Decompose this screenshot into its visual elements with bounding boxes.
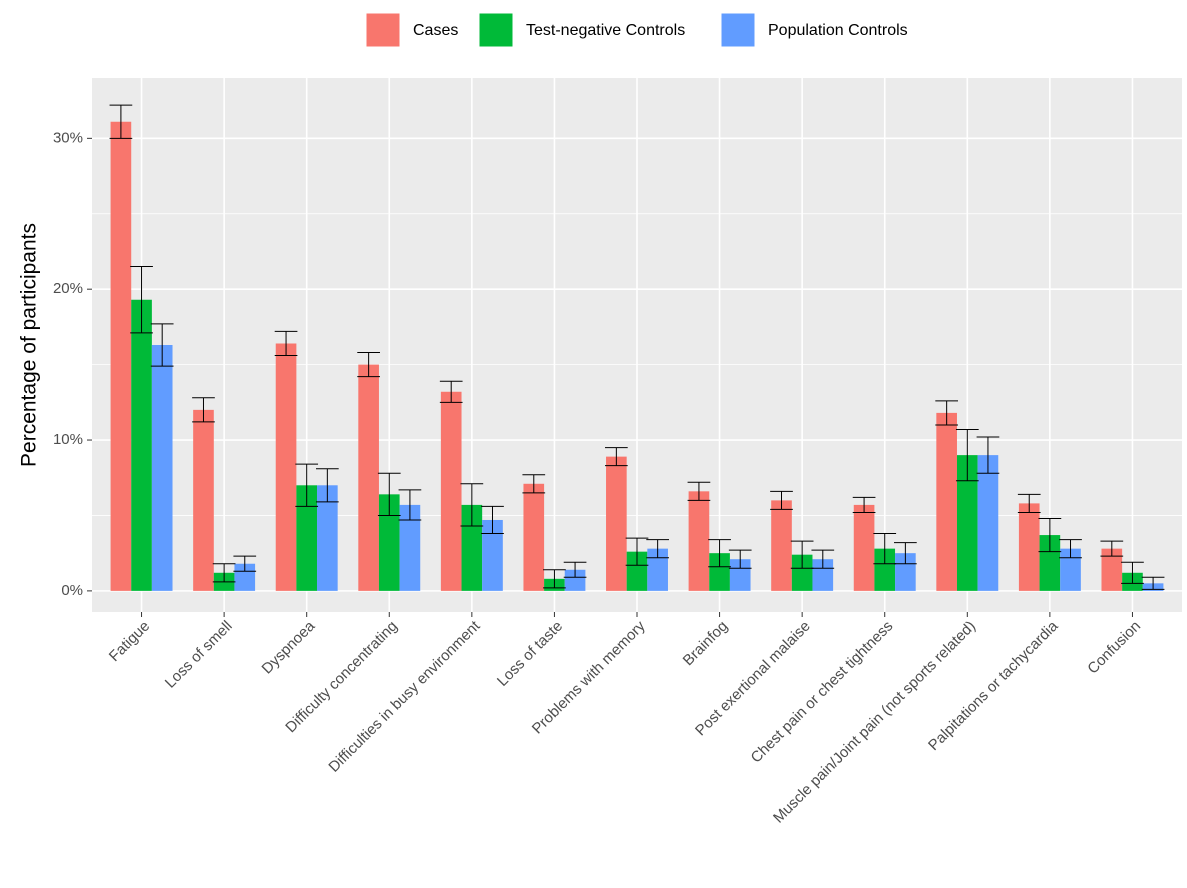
error-bar [377, 472, 401, 516]
legend-label: Test-negative Controls [526, 22, 685, 39]
bar [1018, 503, 1040, 591]
bar [647, 548, 668, 591]
y-tick-label: 20% [53, 280, 83, 297]
y-tick-label: 0% [61, 582, 83, 599]
x-tick-label: Fatigue [106, 618, 153, 665]
error-bar [212, 563, 236, 583]
error-bar [1100, 540, 1124, 557]
bar [606, 456, 627, 591]
bar [440, 391, 462, 591]
bar [812, 559, 834, 591]
x-tick-label: Loss of taste [494, 618, 566, 690]
error-bar [481, 505, 504, 535]
error-bar [192, 397, 215, 423]
error-bar [790, 540, 814, 569]
legend-key [478, 12, 514, 48]
bar [358, 364, 379, 591]
error-bar [439, 380, 463, 403]
bar [234, 563, 256, 591]
x-tick-label: Dyspnoea [259, 617, 319, 677]
bar [317, 485, 338, 591]
error-bar [1059, 539, 1082, 559]
bar [482, 519, 503, 591]
legend-key [365, 12, 401, 48]
x-tick-label: Chest pain or chest tightness [748, 618, 897, 767]
legend-label: Cases [413, 22, 458, 39]
error-bar [811, 549, 835, 569]
bar [791, 554, 813, 591]
error-bar [357, 352, 380, 378]
bar [1039, 535, 1061, 591]
error-bar [109, 104, 133, 139]
bar [936, 412, 957, 591]
error-bar [315, 468, 339, 503]
bar [956, 455, 978, 591]
bar [378, 494, 400, 591]
x-tick-label: Difficulties in busy environment [325, 617, 484, 776]
y-tick-label: 30% [53, 129, 83, 146]
bar [399, 504, 421, 591]
bar [564, 569, 586, 591]
y-axis-title: Percentage of participants [18, 223, 41, 467]
error-bar [1141, 576, 1165, 590]
error-bar [295, 463, 319, 507]
legend-label: Population Controls [768, 22, 908, 39]
error-bar [852, 496, 876, 513]
x-tick-label: Loss of smell [162, 618, 236, 692]
bar [874, 548, 896, 591]
error-bar [543, 569, 566, 589]
bar [895, 553, 916, 591]
error-bar [522, 474, 546, 494]
bar [1101, 548, 1123, 591]
error-bar [274, 330, 298, 357]
error-bar [646, 539, 669, 559]
error-bar [130, 266, 153, 334]
bar [296, 485, 318, 591]
error-bar [563, 561, 587, 578]
error-bar [233, 555, 257, 572]
error-bar [150, 323, 174, 367]
error-bar [460, 483, 484, 527]
bar [977, 455, 999, 591]
error-bar [976, 436, 1000, 474]
error-bar [708, 539, 731, 568]
bar [709, 553, 730, 591]
bar [131, 299, 152, 591]
x-tick-label: Confusion [1084, 618, 1144, 678]
bar [729, 559, 751, 591]
y-tick-label: 10% [53, 431, 83, 448]
bar [1060, 548, 1081, 591]
bar [110, 121, 132, 591]
error-bar [625, 537, 649, 566]
bar [771, 500, 792, 591]
bar [193, 409, 214, 591]
error-bar [687, 481, 711, 501]
error-bar [935, 400, 959, 426]
error-bar [1038, 517, 1062, 553]
error-bar [1121, 561, 1144, 584]
error-bar [398, 489, 422, 521]
bar [626, 551, 648, 591]
legend-key [720, 12, 756, 48]
bar [151, 345, 173, 591]
error-bar [873, 533, 897, 565]
x-tick-label: Brainfog [680, 618, 732, 670]
error-bar [728, 549, 752, 569]
error-bar [955, 428, 979, 482]
bar [853, 504, 875, 591]
bar [688, 491, 710, 591]
error-bar [1017, 493, 1041, 513]
error-bar [894, 542, 917, 565]
bar [275, 343, 297, 591]
error-bar [605, 447, 628, 467]
bar [523, 483, 545, 591]
error-bar [770, 490, 793, 510]
